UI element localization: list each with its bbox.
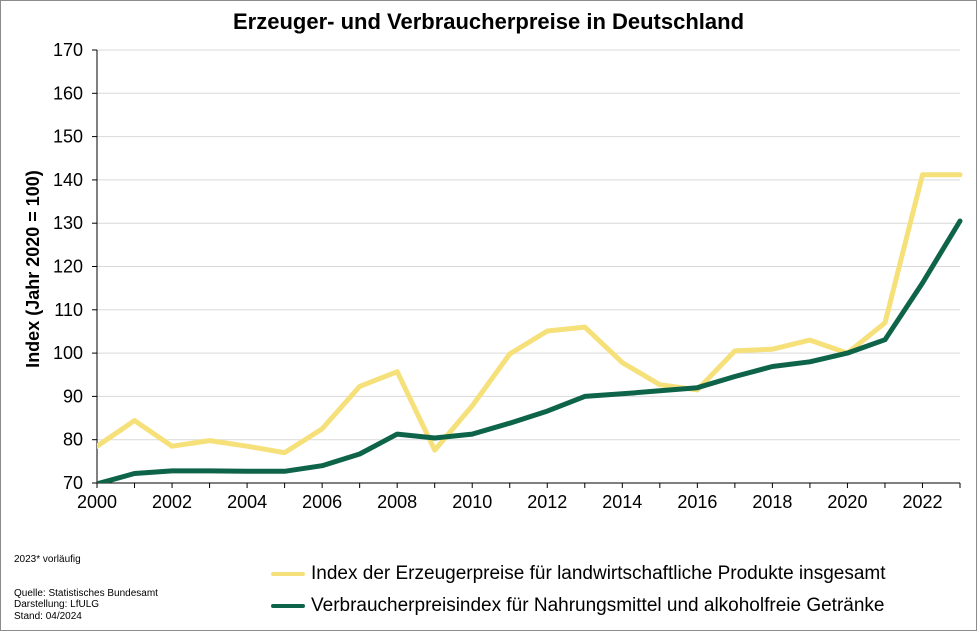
x-tick-label: 2020 [827,492,867,512]
y-tick-label: 160 [53,83,83,103]
y-tick-label: 140 [53,170,83,190]
x-tick-label: 2012 [527,492,567,512]
footnote-source: Quelle: Statistisches Bundesamt [14,588,158,599]
footnote-preliminary: 2023* vorläufig [14,554,81,565]
x-tick-label: 2004 [227,492,267,512]
x-tick-label: 2018 [752,492,792,512]
y-tick-label: 90 [63,386,83,406]
chart-title: Erzeuger- und Verbraucherpreise in Deuts… [232,9,745,34]
y-tick-label: 120 [53,257,83,277]
footnote-date: Stand: 04/2024 [14,611,82,622]
x-tick-label: 2014 [602,492,642,512]
legend-item-consumer-prices: Verbraucherpreisindex für Nahrungsmittel… [271,594,884,618]
legend-item-producer-prices: Index der Erzeugerpreise für landwirtsch… [271,562,886,586]
legend-swatch-producer-prices [271,572,305,576]
x-tick-label: 2000 [77,492,117,512]
y-axis-label: Index (Jahr 2020 = 100) [23,170,43,368]
legend-swatch-consumer-prices [271,604,305,608]
legend-label-producer-prices: Index der Erzeugerpreise für landwirtsch… [311,563,886,584]
series-line-consumer-prices [97,218,963,483]
x-tick-label: 2016 [677,492,717,512]
y-tick-label: 70 [63,473,83,493]
x-tick-label: 2022 [902,492,942,512]
x-tick-label: 2008 [377,492,417,512]
footnote-design: Darstellung: LfULG [14,599,100,610]
y-tick-label: 150 [53,127,83,147]
legend-label-consumer-prices: Verbraucherpreisindex für Nahrungsmittel… [311,595,885,616]
x-tick-label: 2006 [302,492,342,512]
y-tick-label: 110 [54,300,83,320]
series-line-producer-prices [97,172,963,456]
x-tick-label: 2002 [152,492,192,512]
y-tick-label: 130 [53,213,83,233]
y-tick-label: 170 [53,40,83,60]
y-tick-label: 100 [53,343,83,363]
x-tick-label: 2010 [452,492,492,512]
y-tick-label: 80 [63,430,83,450]
